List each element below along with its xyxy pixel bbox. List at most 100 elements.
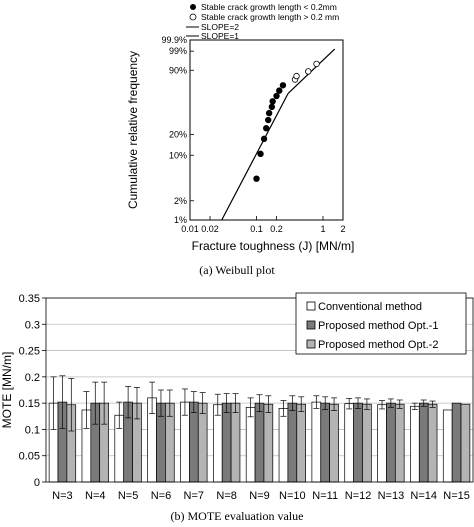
- bar-conventional-method-n-10: [278, 408, 289, 483]
- bar-proposed-method-opt-1-n-8: [221, 402, 232, 483]
- data-point-filled: [265, 109, 273, 117]
- weibull-caption: (a) Weibull plot: [199, 263, 275, 277]
- mote-x-tick-label: N=10: [279, 490, 306, 502]
- weibull-plot-frame: [189, 39, 344, 221]
- mote-x-tick-label: N=7: [184, 490, 205, 502]
- legend-entry-slope2: SLOPE=2: [201, 22, 239, 32]
- fit-line-slope-1: [287, 48, 336, 94]
- mote-y-tick-label: 0.2: [25, 372, 40, 384]
- mote-y-tick-label: 0: [34, 477, 40, 489]
- bar-conventional-method-n-13: [377, 404, 387, 483]
- mote-x-tick-label: N=5: [118, 490, 139, 502]
- mote-y-tick-label: 0.05: [19, 451, 40, 463]
- data-point-filled: [273, 92, 280, 100]
- mote-caption: (b) MOTE evaluation value: [171, 509, 304, 523]
- bar-conventional-method-n-8: [213, 404, 223, 483]
- weibull-fit-lines: [221, 48, 336, 221]
- weibull-y-tick-label: 99.9%: [161, 35, 187, 45]
- legend-swatch-opt1: [306, 320, 316, 330]
- weibull-x-tick-label: 2: [340, 224, 345, 234]
- mote-y-tick-label: 0.1: [25, 424, 40, 436]
- mote-x-tick-label: N=3: [52, 490, 73, 502]
- bar-proposed-method-opt-2-n-8: [230, 402, 241, 483]
- mote-y-tick-label: 0.35: [19, 293, 40, 305]
- legend-entry-conventional: Conventional method: [318, 301, 422, 313]
- bar-proposed-method-opt-2-n-14: [427, 403, 438, 483]
- data-point-filled: [257, 150, 264, 158]
- mote-plot-frame: [45, 297, 474, 483]
- weibull-x-axis-label: Fracture toughness (J) [MN/m]: [192, 239, 355, 253]
- mote-legend-box: [295, 292, 467, 355]
- mote-y-tick-label: 0.25: [19, 346, 40, 358]
- weibull-y-tick-label: 99%: [169, 46, 187, 56]
- mote-legend: Conventional method Proposed method Opt.…: [295, 292, 467, 355]
- weibull-data-points: [253, 60, 320, 182]
- weibull-x-tick-label: 0.2: [270, 224, 283, 234]
- data-point-filled: [279, 82, 287, 89]
- mote-x-ticks: N=3 N=4 N=5 N=6 N=7 N=8 N=9 N=10 N=11 N=12 N=13 N=1…: [52, 490, 470, 502]
- bar-proposed-method-opt-2-n-10: [296, 403, 306, 483]
- weibull-plot: 0.01 0.02 0.1 0.2 1 2 99.9%99% 90% 20% 10% 2% 1% S…: [126, 2, 354, 277]
- mote-y-ticks: 0 0.05 0.1 0.15 0.2 0.25 0.3 0.35: [19, 293, 46, 489]
- fit-line-slope-2: [221, 92, 289, 221]
- mote-y-axis-label: MOTE [MN/m]: [0, 352, 14, 429]
- mote-x-tick-label: N=8: [216, 490, 237, 502]
- weibull-y-tick-label: 20%: [169, 130, 187, 140]
- bar-conventional-method-n-12: [344, 403, 354, 483]
- bar-proposed-method-opt-1-n-12: [353, 402, 363, 483]
- weibull-x-tick-label: 0.01: [181, 224, 199, 234]
- mote-chart: 00.050.10.150.20.250.30.35 N=3 N=4 N=5 N=6 N…: [0, 292, 474, 523]
- bar-conventional-method-n-9: [245, 406, 256, 483]
- data-point-filled: [265, 116, 272, 124]
- bar-proposed-method-opt-2-n-9: [263, 403, 274, 483]
- data-point-open: [293, 72, 300, 80]
- legend-entry-open: Stable crack growth length > 0.2 mm: [201, 12, 339, 22]
- weibull-y-tick-label: 90%: [169, 65, 187, 75]
- bar-conventional-method-n-14: [410, 405, 420, 483]
- mote-y-tick-label: 0.15: [19, 398, 40, 410]
- weibull-y-axis-label: Cumulative relative frequency: [126, 51, 140, 209]
- bar-conventional-method-n-11: [311, 401, 322, 483]
- weibull-y-ticks: 99.9%99% 90% 20% 10% 2% 1%: [161, 35, 194, 225]
- bar-proposed-method-opt-2-n-13: [394, 403, 405, 483]
- bar-proposed-method-opt-2-n-12: [362, 403, 372, 483]
- mote-x-tick-label: N=13: [378, 490, 405, 502]
- mote-x-tick-label: N=9: [249, 490, 270, 502]
- weibull-y-tick-label: 10%: [169, 150, 187, 160]
- legend-marker-open: [189, 13, 197, 21]
- bar-proposed-method-opt-2-n-7: [197, 402, 208, 483]
- legend-entry-filled: Stable crack growth length < 0.2mm: [201, 2, 337, 12]
- mote-y-tick-label: 0.3: [25, 319, 40, 331]
- data-point-open: [313, 60, 320, 68]
- data-point-filled: [269, 98, 276, 105]
- mote-x-tick-label: N=11: [312, 490, 338, 502]
- data-point-filled: [260, 135, 268, 143]
- data-point-filled: [276, 87, 283, 94]
- bar-conventional-method-n-15: [442, 409, 453, 483]
- data-point-open: [305, 68, 312, 75]
- mote-x-tick-label: N=6: [151, 490, 172, 502]
- weibull-y-tick-label: 2%: [174, 196, 187, 206]
- weibull-x-tick-label: 0.1: [250, 224, 263, 234]
- bar-proposed-method-opt-1-n-9: [254, 402, 265, 483]
- data-point-filled: [253, 175, 260, 182]
- bar-proposed-method-opt-1-n-10: [287, 402, 298, 483]
- weibull-legend: Stable crack growth length < 0.2mm Stabl…: [186, 2, 339, 41]
- weibull-x-tick-label: 1: [320, 224, 325, 234]
- mote-error-bars: [50, 375, 436, 432]
- mote-x-tick-label: N=14: [410, 490, 437, 502]
- bar-proposed-method-opt-1-n-13: [386, 402, 396, 483]
- mote-x-tick-label: N=15: [443, 490, 470, 502]
- mote-x-tick-label: N=4: [85, 490, 106, 502]
- bar-proposed-method-opt-1-n-7: [189, 401, 199, 483]
- mote-x-tick-label: N=12: [345, 490, 372, 502]
- legend-entry-slope1: SLOPE=1: [201, 31, 239, 41]
- legend-swatch-opt2: [306, 339, 316, 349]
- legend-entry-opt2: Proposed method Opt.-2: [318, 339, 438, 351]
- legend-entry-opt1: Proposed method Opt.-1: [318, 320, 438, 332]
- weibull-x-ticks: 0.01 0.02 0.1 0.2 1 2: [181, 216, 346, 234]
- bar-proposed-method-opt-1-n-14: [418, 402, 429, 483]
- bar-proposed-method-opt-2-n-15: [460, 403, 471, 483]
- data-point-filled: [268, 103, 276, 111]
